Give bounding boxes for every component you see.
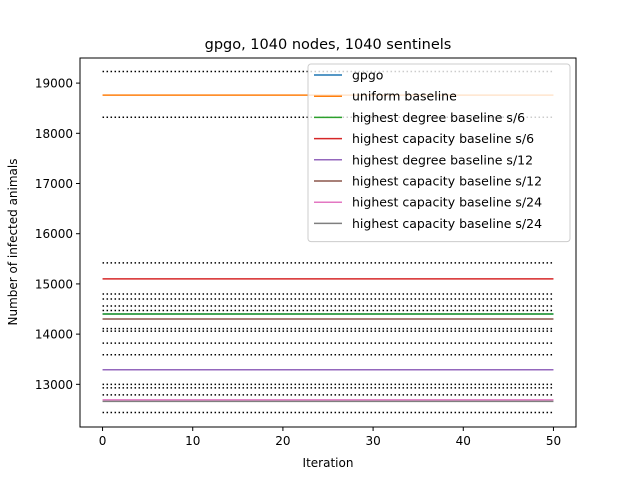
legend-label-0: gpgo [352, 68, 383, 83]
x-tick-label: 40 [456, 434, 471, 448]
legend-label-6: highest capacity baseline s/24 [352, 195, 542, 210]
legend-label-7: highest capacity baseline s/24 [352, 216, 542, 231]
x-axis-label: Iteration [303, 456, 354, 470]
x-tick-label: 20 [275, 434, 290, 448]
legend-label-2: highest degree baseline s/6 [352, 110, 525, 125]
plot-area-frame [79, 57, 577, 428]
legend: gpgo uniform baseline highest degree basel… [307, 63, 571, 243]
legend-label-4: highest degree baseline s/12 [352, 152, 533, 167]
x-tick-label: 10 [185, 434, 200, 448]
chart-title: gpgo, 1040 nodes, 1040 sentinels [205, 37, 452, 53]
y-tick-label: 18000 [35, 127, 73, 141]
y-axis: 13000 14000 15000 16000 17000 18000 19000 [35, 77, 80, 392]
y-axis-label: Number of infected animals [6, 159, 20, 326]
legend-label-5: highest capacity baseline s/12 [352, 174, 542, 189]
y-tick-label: 13000 [35, 378, 73, 392]
x-tick-label: 0 [99, 434, 107, 448]
legend-label-3: highest capacity baseline s/6 [352, 131, 534, 146]
legend-frame [307, 63, 571, 243]
y-tick-label: 15000 [35, 277, 73, 291]
x-tick-label: 50 [546, 434, 561, 448]
x-axis: 0 10 20 30 40 50 [99, 427, 561, 448]
legend-label-1: uniform baseline [352, 89, 457, 104]
y-tick-label: 14000 [35, 328, 73, 342]
y-tick-label: 17000 [35, 177, 73, 191]
x-tick-label: 30 [365, 434, 380, 448]
y-tick-label: 16000 [35, 227, 73, 241]
y-tick-label: 19000 [35, 77, 73, 91]
